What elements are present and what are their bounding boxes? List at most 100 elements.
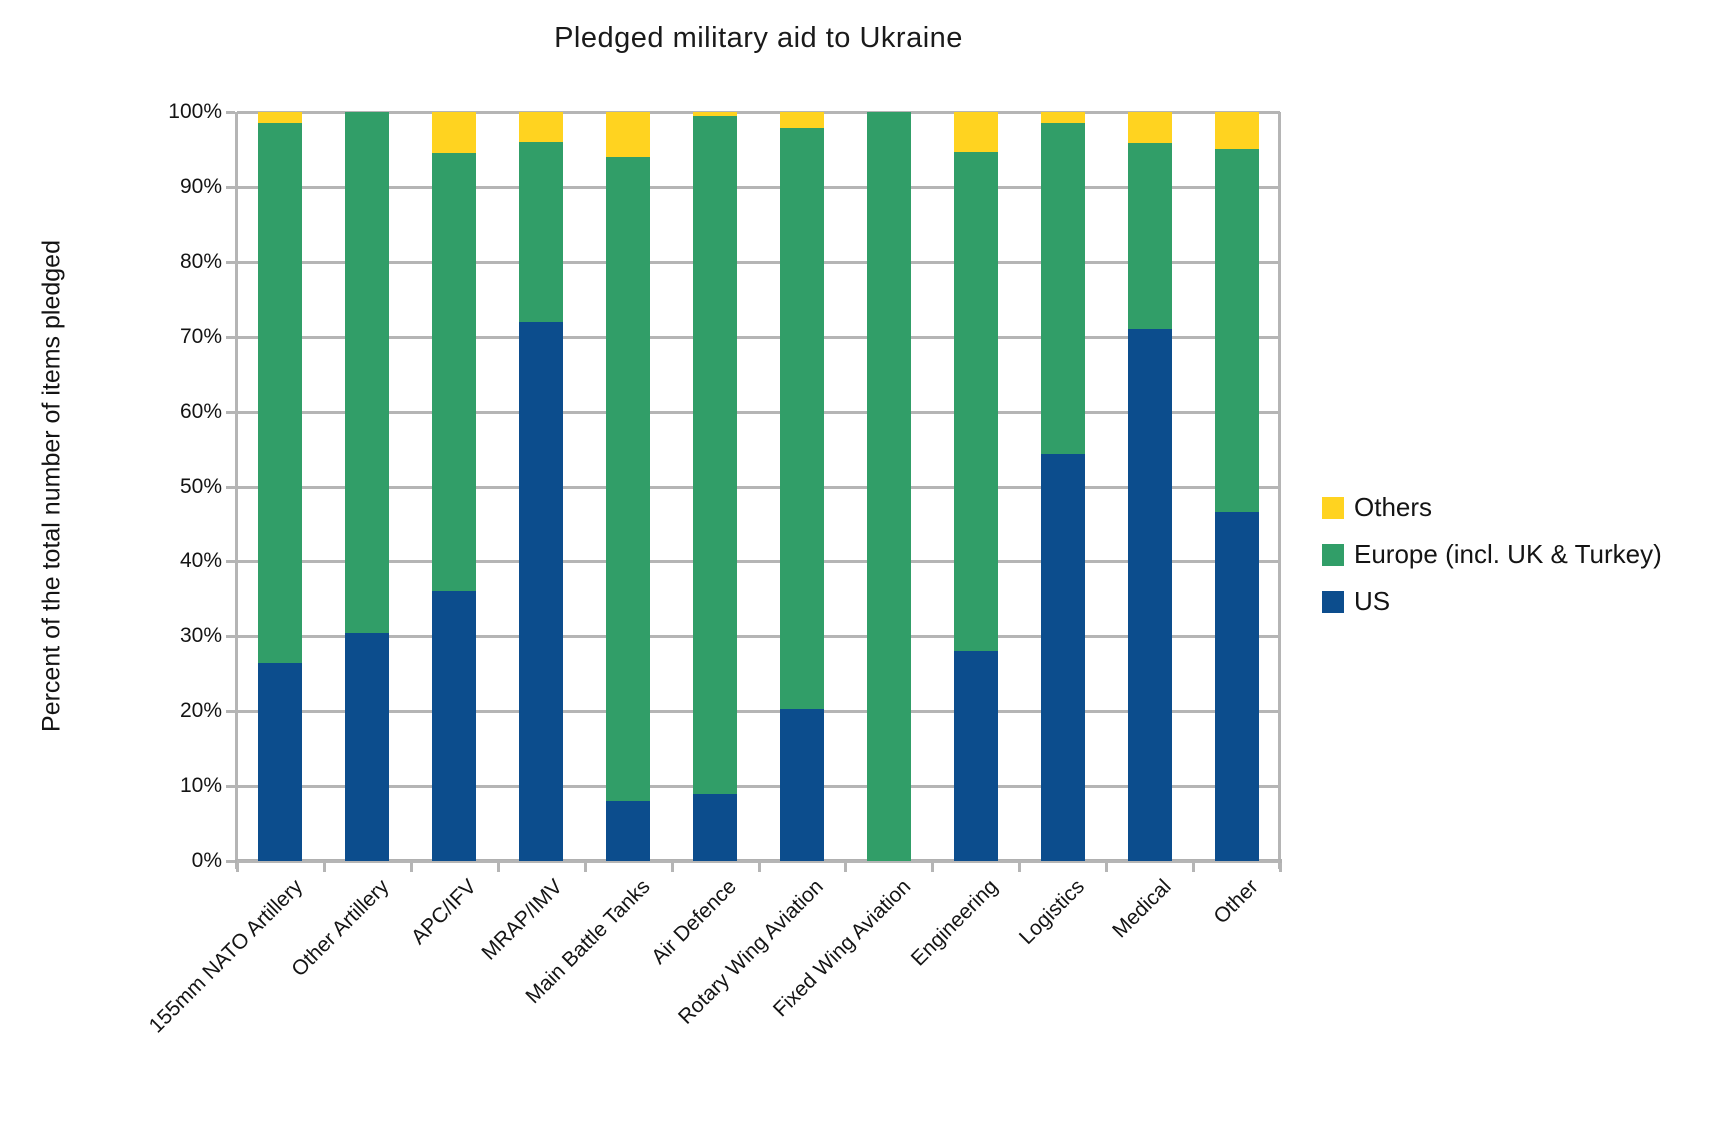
legend-label: US — [1354, 586, 1391, 616]
bar-segment-us — [606, 801, 651, 861]
legend-label: Others — [1354, 492, 1433, 522]
y-axis-tick — [226, 635, 235, 639]
gridline — [237, 860, 1280, 863]
gridline — [237, 635, 1280, 639]
legend-swatch — [1322, 590, 1344, 613]
y-axis-tick — [226, 260, 235, 264]
gridline — [237, 710, 1280, 714]
bar-segment-europe-incl-uk-turkey — [693, 115, 738, 794]
gridline — [237, 260, 1280, 264]
bar-segment-europe-incl-uk-turkey — [866, 112, 911, 861]
bar-segment-europe-incl-uk-turkey — [345, 112, 390, 633]
bar-segment-others — [693, 112, 738, 116]
legend-item: Europe (incl. UK & Turkey) — [1322, 531, 1662, 578]
bar-segment-others — [606, 112, 651, 157]
x-tick-label: 155mm NATO Artillery — [144, 875, 307, 1038]
y-axis-tick — [226, 860, 235, 863]
bar-segment-others — [1214, 112, 1259, 149]
gridline — [237, 410, 1280, 414]
x-tick-label: Logistics — [1014, 875, 1089, 950]
y-tick-label: 10% — [179, 774, 222, 798]
bar-segment-us — [1127, 329, 1172, 861]
bar-segment-us — [1214, 511, 1259, 861]
x-tick-label: APC/IFV — [406, 875, 481, 950]
bar-segment-us — [953, 651, 998, 861]
y-tick-label: 30% — [179, 624, 222, 648]
bar-segment-europe-incl-uk-turkey — [1040, 122, 1085, 455]
x-axis-tick — [322, 863, 326, 872]
bar-segment-europe-incl-uk-turkey — [432, 153, 477, 592]
bar-segment-others — [779, 112, 824, 129]
bar-segment-europe-incl-uk-turkey — [1127, 143, 1172, 330]
y-tick-label: 60% — [179, 399, 222, 423]
bar-segment-others — [1040, 112, 1085, 123]
x-tick-label: Engineering — [906, 875, 1003, 971]
y-axis-tick — [226, 410, 235, 414]
x-tick-label: Air Defence — [647, 875, 742, 969]
y-axis-tick — [226, 111, 235, 114]
y-axis-tick — [226, 785, 235, 789]
y-axis-tick — [226, 185, 235, 189]
bar-segment-others — [258, 112, 303, 123]
y-tick-label: 0% — [191, 849, 222, 872]
y-axis-tick — [226, 485, 235, 489]
x-axis-tick — [757, 863, 761, 872]
gridline — [237, 785, 1280, 789]
y-axis-line — [235, 112, 238, 869]
x-tick-label: Rotary Wing Aviation — [674, 875, 829, 1029]
y-axis-tick — [226, 710, 235, 714]
legend-label: Europe (incl. UK & Turkey) — [1354, 539, 1662, 569]
bar-segment-us — [258, 662, 303, 861]
bar-segment-us — [779, 708, 824, 861]
x-axis-tick — [236, 863, 239, 872]
bar-segment-europe-incl-uk-turkey — [606, 156, 651, 802]
gridline — [237, 335, 1280, 339]
bar-segment-us — [345, 632, 390, 861]
legend-item: Others — [1322, 484, 1662, 531]
x-tick-label: Medical — [1108, 875, 1176, 943]
bar-segment-others — [519, 112, 564, 142]
legend: Others Europe (incl. UK & Turkey) US — [1322, 484, 1662, 625]
y-tick-label: 90% — [179, 174, 222, 198]
bar-segment-europe-incl-uk-turkey — [779, 128, 824, 709]
gridline — [237, 485, 1280, 489]
legend-swatch — [1322, 543, 1344, 566]
y-axis-tick — [226, 560, 235, 564]
x-axis-tick — [1105, 863, 1109, 872]
y-tick-label: 70% — [179, 324, 222, 348]
x-axis-tick — [583, 863, 587, 872]
bar-segment-us — [432, 591, 477, 861]
bar-segment-europe-incl-uk-turkey — [953, 152, 998, 652]
y-tick-label: 40% — [179, 549, 222, 573]
y-axis-title: Percent of the total number of items ple… — [37, 240, 66, 732]
y-tick-label: 50% — [179, 474, 222, 498]
x-axis-tick — [931, 863, 935, 872]
y-tick-label: 20% — [179, 699, 222, 723]
x-axis-tick — [1279, 863, 1282, 872]
plot-area: 155mm NATO Artillery Other Artillery APC/I… — [144, 111, 1282, 1038]
x-axis-tick — [844, 863, 848, 872]
x-axis-tick — [496, 863, 500, 872]
x-axis-tick — [1018, 863, 1022, 872]
bar-segment-others — [953, 112, 998, 153]
bar-segment-europe-incl-uk-turkey — [258, 122, 303, 663]
bar-segment-europe-incl-uk-turkey — [519, 141, 564, 322]
y-axis-tick — [226, 335, 235, 339]
gridline — [237, 560, 1280, 564]
legend-swatch — [1322, 496, 1344, 519]
bar-segment-us — [1040, 454, 1085, 861]
gridline — [237, 185, 1280, 189]
x-tick-label: Other — [1209, 875, 1263, 929]
bar-segment-others — [432, 112, 477, 154]
chart-title: Pledged military aid to Ukraine — [554, 22, 963, 54]
bar-segment-europe-incl-uk-turkey — [1214, 148, 1259, 512]
x-axis-tick — [670, 863, 674, 872]
y-tick-label: 80% — [179, 249, 222, 273]
bar-segment-us — [693, 793, 738, 861]
x-tick-label: MRAP/IMV — [477, 875, 568, 965]
bar-segment-others — [1127, 112, 1172, 144]
x-axis-tick — [409, 863, 413, 872]
bar-segment-us — [519, 321, 564, 861]
y-tick-label: 100% — [168, 100, 222, 123]
